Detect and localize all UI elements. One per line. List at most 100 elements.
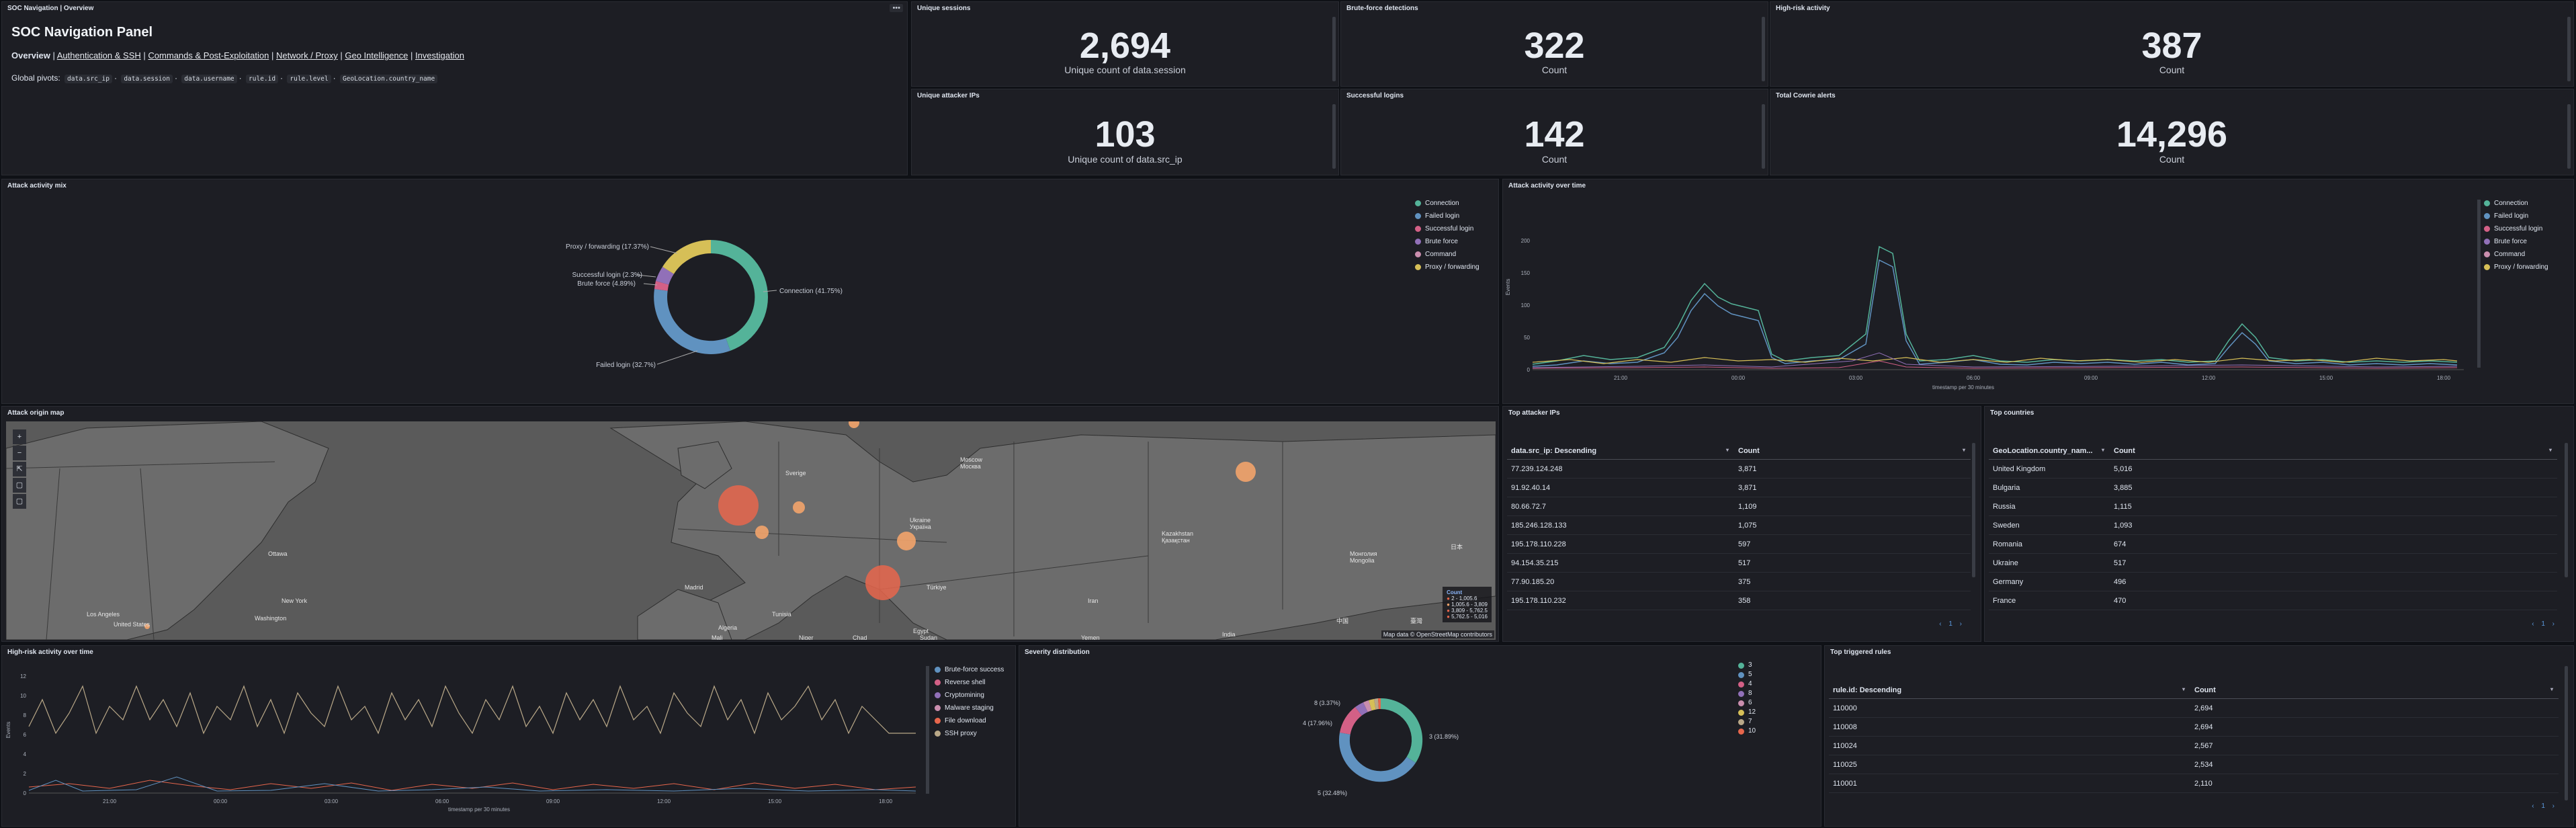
column-header-country[interactable]: GeoLocation.country_nam... ▾ — [1989, 447, 2110, 455]
place-label: Iran — [1088, 597, 1099, 604]
table-row[interactable]: 110001 2,110 — [1829, 774, 2559, 793]
table-row[interactable]: Russia 1,115 — [1989, 497, 2557, 516]
scrollbar[interactable] — [1762, 17, 1765, 81]
prev-page-button[interactable]: ‹ — [1939, 620, 1942, 628]
legend-item[interactable]: Failed login — [1415, 210, 1479, 222]
prev-page-button[interactable]: ‹ — [2532, 620, 2534, 628]
nav-link-overview[interactable]: Overview — [11, 50, 50, 60]
table-row[interactable]: 80.66.72.7 1,109 — [1507, 497, 1971, 516]
legend-item[interactable]: SSH proxy — [935, 727, 1004, 740]
scrollbar[interactable] — [2567, 17, 2571, 81]
next-page-button[interactable]: › — [2552, 620, 2554, 628]
legend-item[interactable]: Command — [2484, 248, 2548, 261]
cell: Ukraine — [1993, 558, 2018, 567]
legend-item[interactable]: Connection — [2484, 197, 2548, 210]
scrollbar[interactable] — [2565, 666, 2568, 800]
table-row[interactable]: France 470 — [1989, 591, 2557, 610]
legend-item[interactable]: 12 — [1738, 708, 1756, 717]
table-row[interactable]: 94.154.35.215 517 — [1507, 554, 1971, 573]
column-header-ip[interactable]: data.src_ip: Descending ▾ — [1507, 447, 1734, 455]
page-number[interactable]: 1 — [2541, 802, 2545, 810]
legend-item[interactable]: Brute-force success — [935, 663, 1004, 676]
prev-page-button[interactable]: ‹ — [2532, 802, 2534, 810]
next-page-button[interactable]: › — [2552, 802, 2554, 810]
legend-item[interactable]: 10 — [1738, 727, 1756, 736]
column-header-count[interactable]: Count ▾ — [2110, 447, 2557, 455]
layer-tool-button[interactable]: ▢ — [13, 494, 26, 509]
legend-item[interactable]: Command — [1415, 248, 1479, 261]
legend-item[interactable]: 7 — [1738, 717, 1756, 727]
table-row[interactable]: 195.178.110.232 358 — [1507, 591, 1971, 610]
legend-label: 8 — [1748, 690, 1752, 697]
scrollbar[interactable] — [1762, 104, 1765, 169]
page-number[interactable]: 1 — [2541, 620, 2545, 628]
table-row[interactable]: 110008 2,694 — [1829, 718, 2559, 737]
chevron-down-icon[interactable]: ▾ — [1962, 447, 1965, 453]
legend-item[interactable]: 8 — [1738, 689, 1756, 698]
scrollbar[interactable] — [1972, 443, 1975, 577]
table-row[interactable]: 110000 2,694 — [1829, 699, 2559, 718]
next-page-button[interactable]: › — [1959, 620, 1962, 628]
legend-item[interactable]: 3 — [1738, 661, 1756, 670]
legend-item[interactable]: Proxy / forwarding — [2484, 261, 2548, 274]
table-row[interactable]: 110025 2,534 — [1829, 755, 2559, 774]
legend-item[interactable]: 6 — [1738, 698, 1756, 708]
nav-link-auth[interactable]: Authentication & SSH — [56, 50, 141, 60]
table-row[interactable]: 195.178.110.228 597 — [1507, 535, 1971, 554]
table-row[interactable]: United Kingdom 5,016 — [1989, 460, 2557, 479]
page-number[interactable]: 1 — [1948, 620, 1952, 628]
legend-item[interactable]: Brute force — [1415, 235, 1479, 248]
table-row[interactable]: Sweden 1,093 — [1989, 516, 2557, 535]
scrollbar[interactable] — [1332, 104, 1336, 169]
fit-bounds-button[interactable]: ⇱ — [13, 462, 26, 477]
chevron-down-icon[interactable]: ▾ — [2548, 447, 2552, 453]
scrollbar[interactable] — [1332, 17, 1336, 81]
table-row[interactable]: 77.239.124.248 3,871 — [1507, 460, 1971, 479]
table-row[interactable]: 77.90.185.20 375 — [1507, 573, 1971, 591]
legend-item[interactable]: Connection — [1415, 197, 1479, 210]
legend-item[interactable]: Brute force — [2484, 235, 2548, 248]
cell: 496 — [2114, 577, 2127, 586]
legend-item[interactable]: File download — [935, 714, 1004, 727]
legend-item[interactable]: Failed login — [2484, 210, 2548, 222]
map-attribution[interactable]: Map data © OpenStreetMap contributors — [1381, 630, 1494, 638]
metric-label: Count — [2159, 65, 2185, 75]
table-row[interactable]: Germany 496 — [1989, 573, 2557, 591]
table-row[interactable]: Bulgaria 3,885 — [1989, 479, 2557, 497]
column-header-rule[interactable]: rule.id: Descending ▾ — [1829, 686, 2190, 694]
table-row[interactable]: 185.246.128.133 1,075 — [1507, 516, 1971, 535]
legend-item[interactable]: 5 — [1738, 670, 1756, 679]
chevron-down-icon[interactable]: ▾ — [2101, 447, 2104, 453]
scrollbar[interactable] — [2565, 443, 2568, 577]
chevron-down-icon[interactable]: ▾ — [2550, 686, 2553, 692]
legend-item[interactable]: Reverse shell — [935, 676, 1004, 689]
zoom-in-button[interactable]: + — [13, 429, 26, 444]
place-label: Україна — [910, 524, 931, 530]
nav-link-geo[interactable]: Geo Intelligence — [345, 50, 409, 60]
legend-label: File download — [945, 717, 986, 724]
slice-5 — [1338, 733, 1416, 782]
zoom-out-button[interactable]: − — [13, 446, 26, 460]
table-row[interactable]: 91.92.40.14 3,871 — [1507, 479, 1971, 497]
legend-item[interactable]: Cryptomining — [935, 689, 1004, 702]
world-map[interactable]: Ottawa New York Washington Los Angeles U… — [6, 421, 1496, 640]
column-header-count[interactable]: Count ▾ — [2190, 686, 2559, 694]
column-header-count[interactable]: Count ▾ — [1734, 447, 1971, 455]
table-row[interactable]: Romania 674 — [1989, 535, 2557, 554]
table-row[interactable]: 110024 2,567 — [1829, 737, 2559, 755]
panel-menu-button[interactable]: ••• — [890, 4, 903, 12]
legend-item[interactable]: Malware staging — [935, 702, 1004, 714]
legend-item[interactable]: Proxy / forwarding — [1415, 261, 1479, 274]
scrollbar[interactable] — [2567, 104, 2571, 169]
nav-link-commands[interactable]: Commands & Post-Exploitation — [148, 50, 269, 60]
chevron-down-icon[interactable]: ▾ — [2182, 686, 2185, 692]
nav-link-investigation[interactable]: Investigation — [415, 50, 464, 60]
chevron-down-icon[interactable]: ▾ — [1725, 447, 1729, 453]
legend-item[interactable]: Successful login — [2484, 222, 2548, 235]
nav-link-network[interactable]: Network / Proxy — [275, 50, 338, 60]
draw-tool-button[interactable]: ▢ — [13, 478, 26, 493]
x-tick: 21:00 — [103, 798, 117, 804]
legend-item[interactable]: 4 — [1738, 679, 1756, 689]
table-row[interactable]: Ukraine 517 — [1989, 554, 2557, 573]
legend-item[interactable]: Successful login — [1415, 222, 1479, 235]
